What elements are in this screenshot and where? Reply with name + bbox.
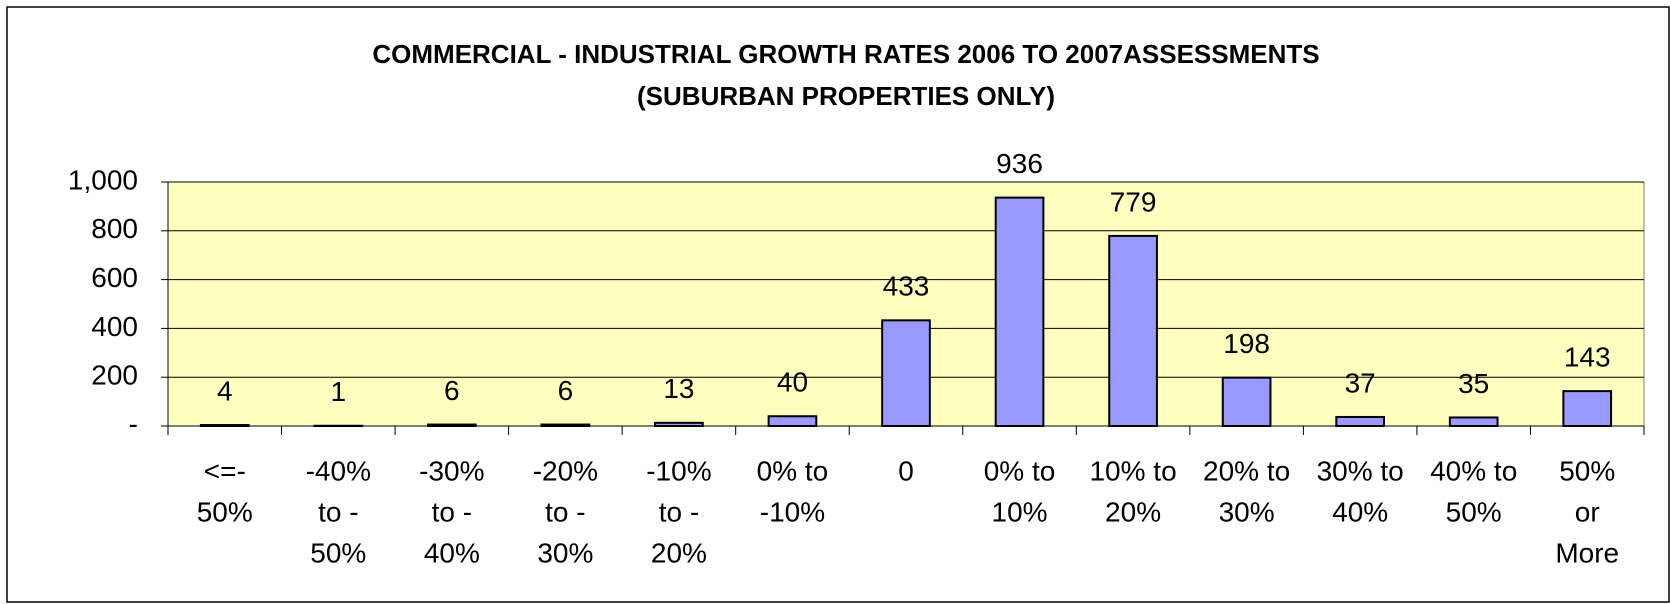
chart-subtitle: (SUBURBAN PROPERTIES ONLY) (637, 81, 1055, 111)
y-tick-label: 1,000 (68, 164, 138, 195)
bar (1108, 234, 1158, 427)
x-tick-label: 40% (424, 537, 480, 568)
bar (427, 423, 477, 428)
x-tick-label: 30% (537, 537, 593, 568)
x-tick-label: 0% to (757, 455, 829, 486)
data-label: 40 (777, 367, 808, 398)
bar (1335, 415, 1385, 427)
data-label: 4 (217, 375, 233, 406)
y-tick-label: 800 (91, 213, 138, 244)
x-tick-label: 20% to (1203, 455, 1290, 486)
bar (1221, 376, 1272, 427)
x-tick-label: or (1575, 496, 1600, 527)
x-tick-label: 50% (197, 496, 253, 527)
data-label: 35 (1458, 368, 1489, 399)
y-tick-label: 400 (91, 311, 138, 342)
x-tick-label: 50% (1446, 496, 1502, 527)
x-tick-label: 30% to (1317, 455, 1404, 486)
x-tick-label: to - (432, 496, 472, 527)
data-label: 198 (1223, 328, 1270, 359)
data-label: 143 (1564, 341, 1611, 372)
data-label: 6 (444, 375, 460, 406)
bar (1448, 416, 1499, 427)
data-label: 1 (331, 376, 347, 407)
x-tick-label: 0% to (984, 455, 1056, 486)
y-tick-label: 200 (91, 360, 138, 391)
x-tick-label: 10% (992, 496, 1048, 527)
x-tick-label: <=- (204, 455, 246, 486)
x-tick-label: More (1555, 537, 1619, 568)
data-label: 936 (996, 148, 1043, 179)
data-label: 433 (883, 271, 930, 302)
chart-title: COMMERCIAL - INDUSTRIAL GROWTH RATES 200… (372, 39, 1319, 69)
x-tick-label: 40% (1332, 496, 1388, 527)
bar (540, 423, 591, 428)
x-tick-label: -10% (646, 455, 711, 486)
bar (1562, 390, 1613, 427)
y-tick-label: - (129, 408, 138, 439)
data-label: 37 (1345, 367, 1376, 398)
x-tick-label: -40% (306, 455, 371, 486)
bar (767, 415, 818, 427)
x-tick-label: to - (545, 496, 585, 527)
data-label: 13 (663, 373, 694, 404)
y-tick-label: 600 (91, 262, 138, 293)
bar (654, 421, 704, 428)
data-label: 779 (1110, 186, 1157, 217)
x-tick-label: 10% to (1089, 455, 1176, 486)
x-tick-label: -30% (419, 455, 484, 486)
x-tick-label: 30% (1219, 496, 1275, 527)
x-tick-label: 50% (1559, 455, 1615, 486)
x-tick-label: to - (318, 496, 358, 527)
x-tick-label: 20% (651, 537, 707, 568)
x-tick-label: -10% (760, 496, 825, 527)
x-tick-label: 50% (310, 537, 366, 568)
x-tick-label: to - (659, 496, 699, 527)
x-tick-label: 20% (1105, 496, 1161, 527)
x-tick-label: 40% to (1430, 455, 1517, 486)
bar (994, 196, 1045, 427)
bar (199, 424, 250, 427)
x-tick-label: 0 (898, 455, 914, 486)
x-tick-label: -20% (533, 455, 598, 486)
data-label: 6 (558, 375, 574, 406)
bar (881, 319, 931, 427)
